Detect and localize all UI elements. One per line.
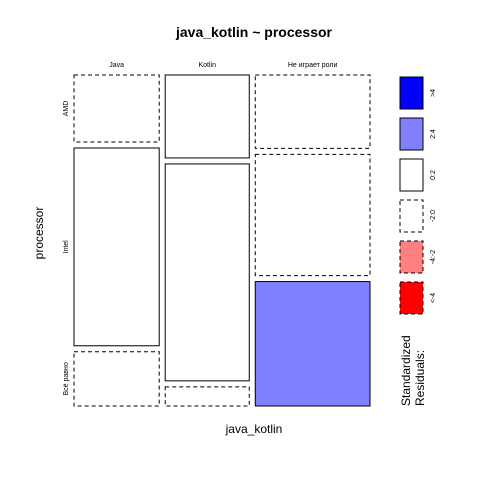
legend-label: -4:-2 xyxy=(430,250,437,265)
legend-label: 0:2 xyxy=(430,170,437,180)
mosaic-tile xyxy=(254,74,371,149)
legend-label: 2:4 xyxy=(430,129,437,139)
legend-swatch xyxy=(399,158,424,192)
legend-swatch xyxy=(399,240,424,274)
x-axis-title: java_kotlin xyxy=(225,422,283,436)
chart-title: java_kotlin ~ processor xyxy=(175,24,333,40)
mosaic-tile xyxy=(254,281,371,407)
legend-title-line1: Standardized xyxy=(399,335,413,406)
column-label: Kotlin xyxy=(198,62,216,69)
row-label: AMD xyxy=(63,101,70,117)
mosaic-tile xyxy=(164,163,250,382)
mosaic-tile xyxy=(164,74,250,159)
y-axis-title: processor xyxy=(32,207,46,260)
legend-label: -2:0 xyxy=(430,210,437,222)
legend-swatch xyxy=(399,76,424,110)
row-label: Всё равно xyxy=(63,362,70,395)
legend-label: <-4 xyxy=(430,293,437,303)
column-labels: Java Kotlin Не играет роли xyxy=(109,62,337,69)
residuals-legend: >4 2:4 0:2 -2:0 -4:-2 <-4 xyxy=(399,76,437,315)
column-label: Java xyxy=(109,62,124,69)
column-label: Не играет роли xyxy=(288,62,338,69)
mosaic-tiles xyxy=(73,74,371,407)
mosaic-tile xyxy=(164,386,250,407)
legend-swatch xyxy=(399,117,424,151)
row-label: Intel xyxy=(63,240,70,254)
legend-swatch xyxy=(399,281,424,315)
mosaic-tile xyxy=(73,351,160,407)
legend-label: >4 xyxy=(430,89,437,97)
legend-title-line2: Residuals: xyxy=(413,350,427,406)
mosaic-tile xyxy=(73,147,160,347)
legend-swatch xyxy=(399,199,424,233)
mosaic-tile xyxy=(254,153,371,277)
mosaic-tile xyxy=(73,74,160,143)
row-labels: AMD Intel Всё равно xyxy=(63,101,70,396)
